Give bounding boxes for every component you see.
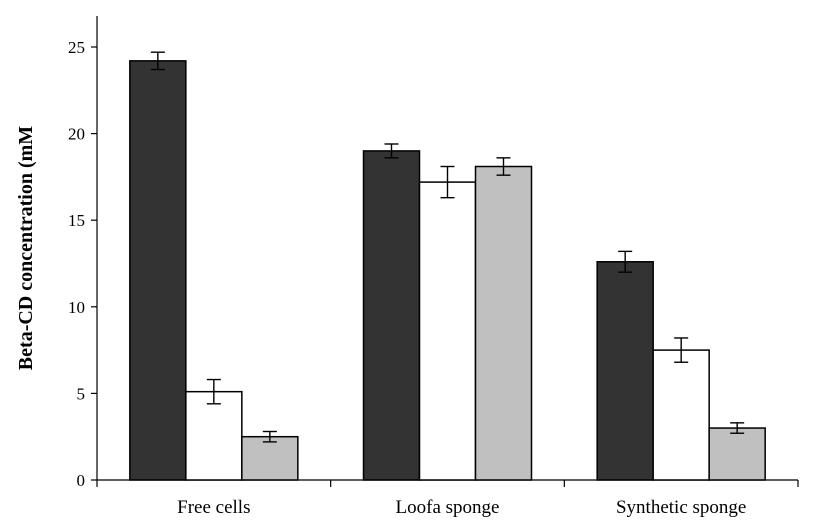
bars xyxy=(129,60,766,481)
x-category-label: Synthetic sponge xyxy=(616,497,746,518)
y-tick-label: 10 xyxy=(68,298,85,317)
y-tick-label: 0 xyxy=(77,471,86,490)
y-tick-label: 20 xyxy=(68,125,85,144)
y-tick-label: 25 xyxy=(68,38,85,57)
x-axis: Free cells Loofa sponge Synthetic sponge xyxy=(96,479,799,518)
y-axis-title: Beta-CD concentration (mM xyxy=(15,126,37,370)
bar xyxy=(362,150,421,481)
bar xyxy=(708,427,766,481)
bar xyxy=(596,261,654,481)
error-bars xyxy=(150,51,745,443)
bar xyxy=(129,60,187,481)
bar xyxy=(652,349,710,481)
bar xyxy=(185,390,243,481)
x-category-label: Loofa sponge xyxy=(396,497,500,518)
bar xyxy=(241,435,299,481)
y-axis: 0 5 10 15 20 25 xyxy=(68,16,98,490)
y-tick-label: 5 xyxy=(77,384,86,403)
y-tick-label: 15 xyxy=(68,211,85,230)
x-category-label: Free cells xyxy=(177,497,250,518)
bar xyxy=(474,165,533,481)
bar xyxy=(418,181,477,481)
